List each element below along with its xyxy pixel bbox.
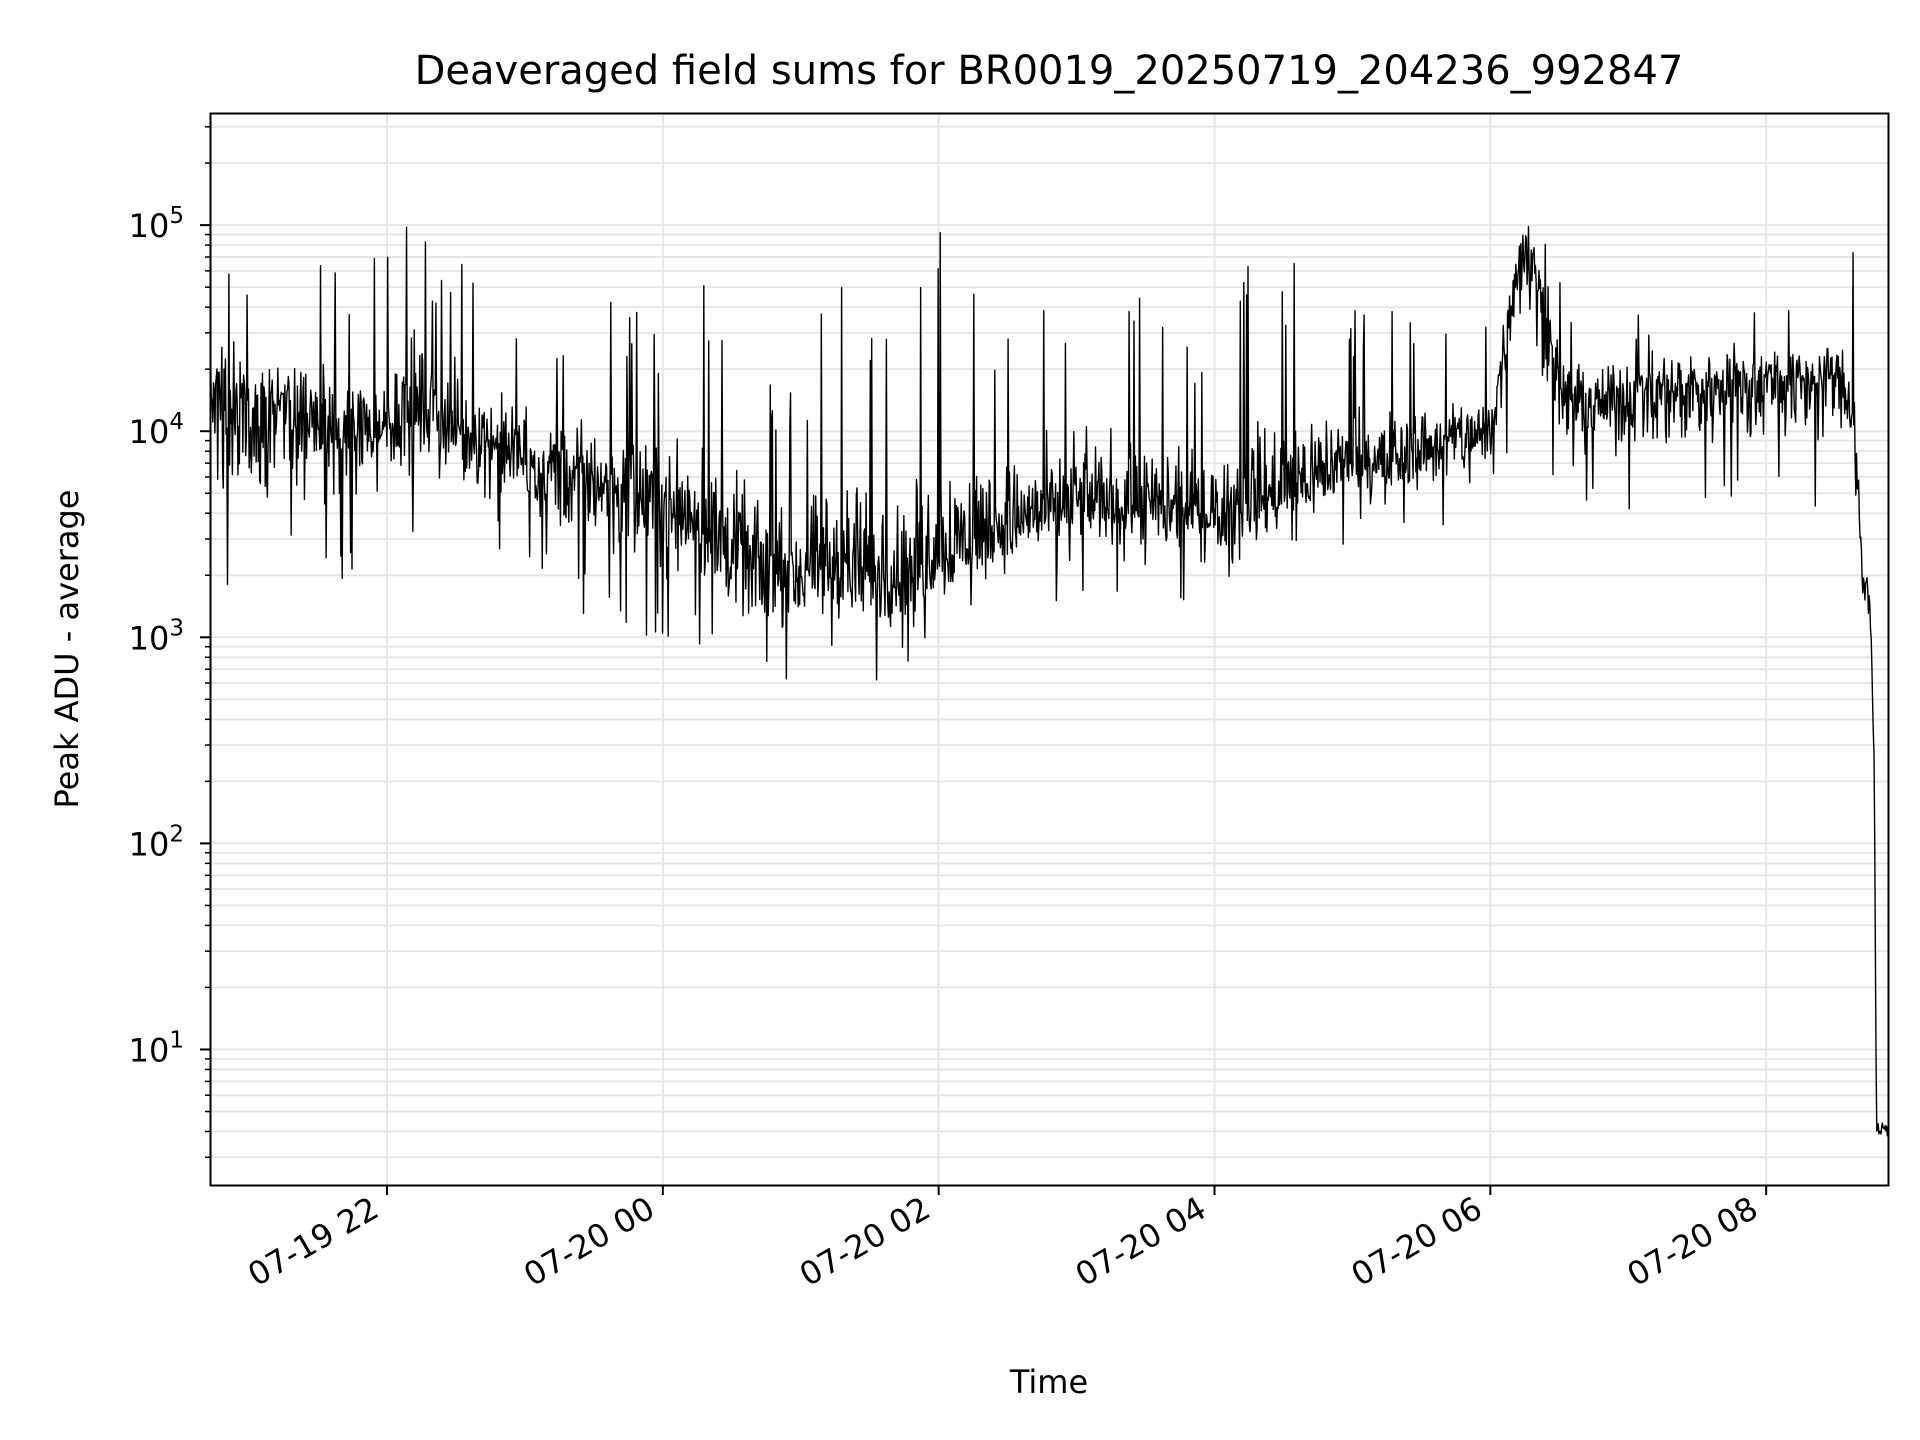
axes-frame: [209, 112, 1890, 1187]
major-gridlines: [210, 113, 1888, 1185]
x-axis-label: Time: [1009, 1363, 1088, 1401]
axis-ticks: [200, 126, 1768, 1195]
y-tick-label: 103: [129, 615, 184, 657]
chart-title: Deaveraged field sums for BR0019_2025071…: [415, 48, 1684, 94]
minor-gridlines: [210, 125, 1888, 1159]
y-tick-label: 105: [129, 203, 184, 245]
series-line: [209, 225, 1889, 1137]
y-tick-label: 102: [129, 821, 184, 863]
y-tick-label: 104: [129, 409, 184, 451]
data-series: [209, 225, 1889, 1137]
y-tick-label: 101: [129, 1027, 184, 1069]
y-axis-label: Peak ADU - average: [48, 490, 86, 809]
